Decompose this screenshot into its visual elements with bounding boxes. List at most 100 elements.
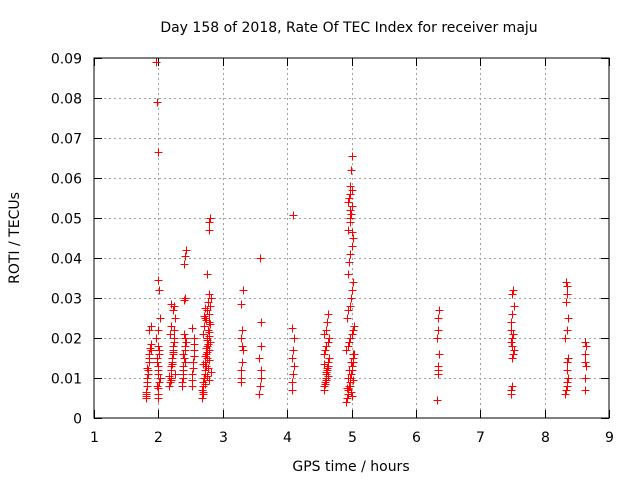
data-point [321,346,330,355]
data-point [165,382,174,391]
data-point [202,316,211,325]
y-tick-label: 0 [73,412,82,428]
data-point [179,350,188,359]
data-point [204,364,213,373]
data-point [156,374,165,383]
data-point [154,384,163,393]
data-point [169,306,178,315]
data-point [325,334,334,343]
data-point [322,376,331,385]
plot-frame [93,57,610,419]
data-point [510,302,519,311]
data-point [349,326,358,335]
x-tick-label: 5 [348,430,357,446]
data-point [239,346,248,355]
data-point [320,330,329,339]
data-point [198,394,207,403]
data-point [155,286,164,295]
data-point [324,372,333,381]
data-point [206,214,215,223]
data-point [153,382,162,391]
data-point [203,270,212,279]
data-point [205,376,214,385]
data-point [205,290,214,299]
data-point [289,370,298,379]
x-tick-label: 1 [90,430,99,446]
data-point [288,378,297,387]
data-point [147,346,156,355]
data-point [199,378,208,387]
data-point [199,388,208,397]
data-point [143,364,152,373]
data-point [188,324,197,333]
data-point [563,358,572,367]
data-point [508,382,517,391]
data-point [179,362,188,371]
data-point [203,372,212,381]
data-point [345,366,354,375]
data-point [205,310,214,319]
data-point [257,342,266,351]
data-point [349,350,358,359]
data-point [581,358,590,367]
data-point [581,338,590,347]
data-point [507,318,516,327]
data-point [345,194,354,203]
data-point [345,338,354,347]
axis-ticks: 0 0.01 0.02 0.03 0.04 0.05 0.06 0.07 0.08 0.09 1 2 3… [51,52,614,447]
data-point [153,98,162,107]
data-point [510,346,519,355]
data-point [188,376,197,385]
data-point [344,374,353,383]
data-point [561,390,570,399]
chart-title: Day 158 of 2018, Rate Of TEC Index for r… [160,20,537,36]
data-point [203,336,212,345]
data-point [347,388,356,397]
data-point [189,364,198,373]
data-point [257,366,266,375]
data-point [181,346,190,355]
data-point [167,362,176,371]
data-point [344,198,353,207]
data-point [348,392,357,401]
data-point [142,388,151,397]
data-point [344,226,353,235]
y-tick-label: 0.07 [51,132,82,148]
data-point [257,318,266,327]
data-point [433,396,442,405]
data-point [168,360,177,369]
data-point [564,314,573,323]
data-point [290,334,299,343]
data-point [348,330,357,339]
data-point [563,366,572,375]
data-point [288,386,297,395]
data-point [564,374,573,383]
data-point [170,338,179,347]
data-point [347,210,356,219]
data-point [146,344,155,353]
data-point [182,246,191,255]
data-point [205,218,214,227]
y-tick-label: 0.09 [51,52,82,68]
data-point [508,342,517,351]
data-point [198,386,207,395]
data-point [237,300,246,309]
data-point [435,350,444,359]
data-point [180,260,189,269]
data-point [204,298,213,307]
x-tick-label: 9 [605,430,614,446]
data-point [289,346,298,355]
data-point [152,58,161,67]
data-point [181,252,190,261]
data-point [237,378,246,387]
data-point [563,282,572,291]
data-point [202,344,211,353]
data-point [239,286,248,295]
data-point [171,314,180,323]
data-point [322,326,331,335]
data-point [238,326,247,335]
data-point [167,300,176,309]
data-point [349,278,358,287]
data-point [435,306,444,315]
data-point [205,226,214,235]
